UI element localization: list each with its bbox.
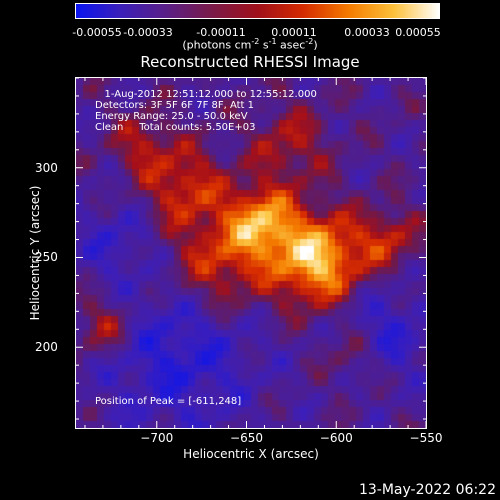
- time-range-label: 1-Aug-2012 12:51:12.000 to 12:55:12.000: [95, 89, 317, 100]
- colorbar-tick-label: 0.00011: [271, 26, 317, 39]
- y-tick-label: 300: [35, 160, 58, 175]
- x-tick-label: −650: [230, 431, 263, 445]
- x-tick-label: −700: [140, 431, 174, 445]
- x-tick-label: −550: [409, 431, 443, 445]
- y-axis-label: Heliocentric Y (arcsec): [27, 185, 42, 321]
- colorbar: [75, 3, 440, 19]
- colorbar-tick-label: 0.00055: [395, 26, 441, 39]
- timestamp-label: 13-May-2022 06:22: [358, 482, 496, 498]
- colorbar-units: (photons cm-2 s-1 asec-2): [182, 37, 318, 52]
- y-tick-label: 250: [35, 250, 58, 265]
- clean-counts-label: Clean Total counts: 5.50E+03: [95, 122, 256, 133]
- peak-position-label: Position of Peak = [-611,248]: [95, 396, 242, 407]
- y-tick-label: 200: [35, 340, 58, 355]
- x-tick-label: −600: [319, 431, 353, 445]
- energy-range-label: Energy Range: 25.0 - 50.0 keV: [95, 111, 248, 122]
- detectors-label: Detectors: 3F 5F 6F 7F 8F, Att 1: [95, 100, 255, 111]
- chart-title: Reconstructed RHESSI Image: [140, 53, 360, 71]
- x-axis-label: Heliocentric X (arcsec): [183, 447, 319, 461]
- colorbar-tick-label: -0.00011: [196, 26, 246, 39]
- colorbar-tick-label: -0.00033: [123, 26, 173, 39]
- heatmap-image: [76, 78, 426, 428]
- plot-frame: [75, 77, 427, 429]
- colorbar-tick-label: 0.00033: [344, 26, 390, 39]
- colorbar-tick-label: -0.00055: [72, 26, 122, 39]
